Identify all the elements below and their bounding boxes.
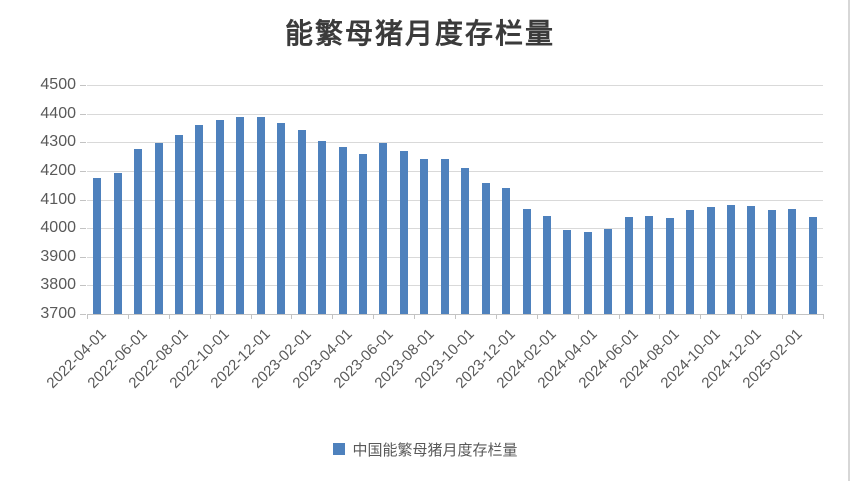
y-axis-tick-label: 4500: [40, 76, 76, 93]
gridline: [87, 199, 823, 201]
bar: [113, 173, 122, 314]
bar: [195, 124, 204, 314]
bar: [440, 159, 449, 314]
bar: [175, 135, 183, 314]
gridline: [87, 228, 823, 230]
x-axis-tick-mark: [414, 314, 416, 319]
bar: [563, 230, 572, 314]
x-axis-tick-mark: [536, 314, 538, 319]
x-axis-tick-mark: [577, 314, 579, 319]
bar: [338, 146, 347, 314]
chart-title: 能繁母猪月度存栏量: [284, 19, 555, 50]
y-axis-tick-mark: [80, 113, 86, 115]
x-axis-tick-mark: [618, 314, 620, 319]
y-axis-tick-label: 3900: [40, 247, 76, 265]
y-axis-tick-mark: [80, 85, 86, 86]
x-axis-tick-mark: [209, 314, 211, 319]
y-axis-tick-label: 4000: [40, 219, 76, 237]
gridline: [87, 256, 823, 258]
gridline: [87, 142, 823, 144]
bar: [277, 123, 286, 314]
bar: [624, 217, 633, 314]
gridline: [87, 170, 823, 172]
bar: [379, 143, 388, 314]
bar: [318, 140, 327, 314]
x-axis-tick-mark: [127, 314, 129, 319]
gridline: [87, 285, 823, 287]
bar: [93, 177, 102, 314]
y-axis-tick-label: 3800: [40, 276, 76, 294]
gridline: [87, 85, 823, 86]
y-axis-tick-label: 4300: [40, 133, 76, 151]
x-axis-tick-mark: [87, 314, 88, 319]
x-axis-tick-mark: [168, 314, 170, 319]
x-axis-tick-mark: [455, 314, 456, 319]
y-axis-tick-mark: [80, 142, 86, 144]
bar: [297, 129, 306, 314]
y-axis-tick-mark: [80, 228, 86, 230]
x-axis-tick-mark: [291, 314, 293, 319]
y-axis-tick-mark: [80, 256, 86, 258]
bar: [747, 205, 756, 314]
y-axis-tick-mark: [80, 285, 86, 287]
bar: [522, 208, 531, 314]
bar: [215, 119, 224, 314]
legend-marker-icon: [333, 443, 346, 455]
bar: [706, 207, 715, 314]
bar: [359, 154, 367, 314]
x-axis-tick-mark: [495, 314, 497, 319]
bar: [543, 216, 551, 314]
x-axis-tick-mark: [373, 314, 375, 319]
y-axis-tick-label: 4100: [40, 190, 76, 208]
x-axis-tick-mark: [659, 314, 661, 319]
plot-area: [87, 85, 823, 314]
bar: [154, 142, 163, 314]
bar: [645, 216, 654, 314]
y-axis-tick-mark: [80, 199, 86, 201]
window-edge-divider: [848, 0, 850, 481]
bar: [604, 229, 613, 314]
bar: [727, 205, 735, 314]
y-axis-tick-mark: [80, 314, 86, 315]
x-axis-tick-mark: [741, 314, 743, 319]
x-axis-tick-mark: [782, 314, 784, 319]
y-axis-tick-label: 4200: [40, 161, 76, 179]
bar: [686, 210, 695, 314]
bar: [502, 187, 511, 314]
bar: [481, 182, 490, 314]
y-axis-tick-mark: [80, 170, 86, 172]
x-axis-tick-mark: [700, 314, 702, 319]
y-axis-tick-label: 4400: [40, 104, 76, 122]
bar: [134, 148, 143, 314]
x-axis-tick-mark: [823, 314, 824, 319]
bar: [461, 168, 470, 314]
bar: [665, 217, 674, 314]
bar: [399, 150, 408, 314]
y-axis-tick-label: 3700: [40, 305, 76, 322]
x-axis-tick-mark: [332, 314, 334, 319]
x-axis-tick-mark: [250, 314, 252, 319]
bar: [767, 210, 776, 314]
bar: [256, 116, 265, 314]
bar: [420, 159, 429, 314]
legend: 中国能繁母猪月度存栏量: [0, 437, 851, 461]
legend-label: 中国能繁母猪月度存栏量: [352, 441, 518, 459]
bar: [788, 209, 797, 314]
gridline: [87, 113, 823, 115]
bar: [583, 232, 592, 314]
bar: [236, 117, 245, 314]
bar: [808, 217, 817, 314]
